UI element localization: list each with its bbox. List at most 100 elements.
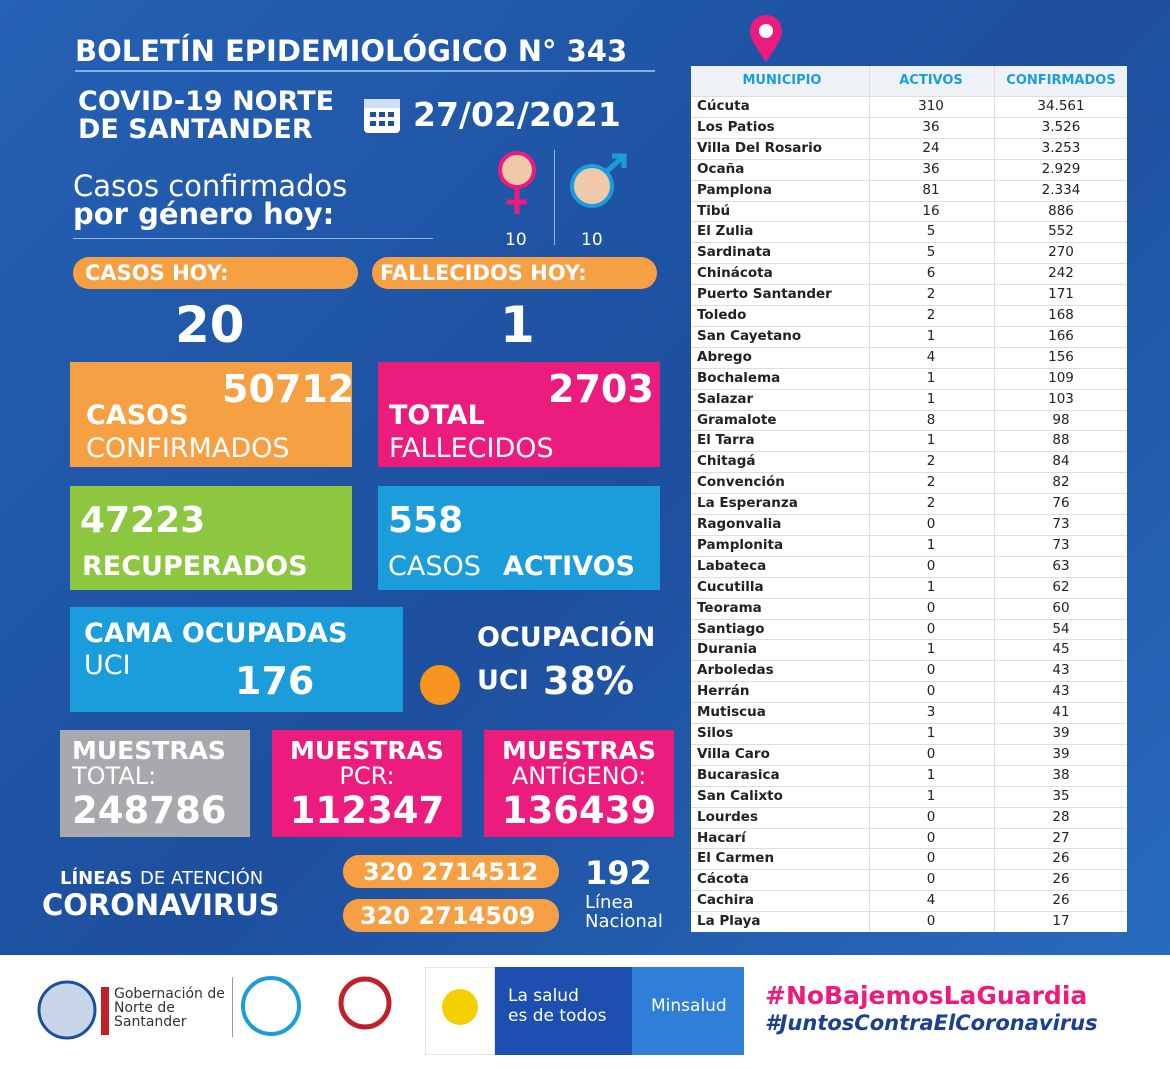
label: Santander xyxy=(114,1014,187,1030)
label: ACTIVOS xyxy=(503,551,635,582)
table-cell: La Esperanza xyxy=(697,495,798,512)
table-cell: 54 xyxy=(1052,620,1070,637)
table-cell: 2 xyxy=(926,286,936,303)
table: MUNICIPIO ACTIVOS CONFIRMADOS Cúcuta 310 34.5… xyxy=(691,66,1127,932)
table-cell: 3.253 xyxy=(1041,139,1081,156)
table-cell: 26 xyxy=(1052,850,1070,867)
row-divider xyxy=(691,242,1127,244)
card xyxy=(70,607,403,712)
national-line[interactable]: 192 xyxy=(585,854,652,892)
row-divider xyxy=(691,681,1127,683)
table-cell: Villa Del Rosario xyxy=(697,139,822,156)
table-cell: 0 xyxy=(926,808,936,825)
gender-label: Casos confirmados xyxy=(73,169,348,203)
row-divider xyxy=(691,785,1127,787)
logo xyxy=(37,980,109,1040)
table-cell: 4 xyxy=(926,892,936,909)
row-divider xyxy=(691,158,1127,160)
date: 27/02/2021 xyxy=(413,95,621,134)
table-cell: 2.334 xyxy=(1041,181,1081,198)
table-cell: 39 xyxy=(1052,725,1070,741)
pill xyxy=(343,899,559,932)
value: 136439 xyxy=(501,789,657,832)
table-cell: 5 xyxy=(926,223,936,240)
indicator xyxy=(420,665,460,705)
card xyxy=(378,362,660,467)
table-cell: 0 xyxy=(926,620,936,637)
table-cell: 3.526 xyxy=(1041,118,1081,135)
pill xyxy=(372,257,657,289)
column-header: CONFIRMADOS xyxy=(1006,73,1116,88)
label: LÍNEAS xyxy=(60,868,133,889)
label: MUESTRAS xyxy=(72,736,226,765)
card xyxy=(70,486,352,590)
table-cell: 1 xyxy=(926,641,936,658)
table-cell: Puerto Santander xyxy=(697,286,832,303)
table-cell: Toledo xyxy=(697,307,747,323)
table-cell: Cucutilla xyxy=(697,578,764,595)
row-divider xyxy=(691,388,1127,390)
label: UCI xyxy=(84,650,131,681)
table-cell: Villa Caro xyxy=(697,745,770,762)
table-cell: 36 xyxy=(922,160,940,177)
row-divider xyxy=(691,284,1127,286)
table-cell: Pamplona xyxy=(697,181,772,198)
table-cell: Lourdes xyxy=(697,808,759,825)
table-cell: Durania xyxy=(697,641,757,658)
table-cell: 3 xyxy=(926,704,936,721)
table-cell: Tibú xyxy=(697,202,731,219)
row-divider xyxy=(691,890,1127,892)
table-cell: Chinácota xyxy=(697,265,773,282)
table-cell: 63 xyxy=(1052,557,1070,574)
table-cell: 41 xyxy=(1052,704,1070,721)
arrow xyxy=(73,238,433,239)
label: CAMA OCUPADAS xyxy=(84,618,348,649)
row-divider xyxy=(691,200,1127,202)
table-cell: Silos xyxy=(697,725,734,741)
calendar-icon xyxy=(364,99,400,133)
table-cell: Ragonvalia xyxy=(697,516,782,532)
row-divider xyxy=(691,576,1127,578)
pin-icon xyxy=(750,15,782,62)
phone[interactable]: 320 2714512 xyxy=(363,858,539,886)
table-cell: 60 xyxy=(1052,599,1070,616)
table-cell: 43 xyxy=(1052,683,1070,700)
row-divider xyxy=(691,827,1127,829)
row-divider xyxy=(691,660,1127,662)
table-cell: 43 xyxy=(1052,662,1070,679)
table-cell: 45 xyxy=(1052,641,1070,658)
table-cell: 1 xyxy=(926,327,936,344)
row-divider xyxy=(691,346,1127,348)
table-cell: 2 xyxy=(926,307,936,323)
card xyxy=(272,730,462,837)
row-divider xyxy=(691,179,1127,181)
row-divider xyxy=(691,534,1127,536)
table-cell: 2 xyxy=(926,474,936,491)
table-cell: El Carmen xyxy=(697,850,775,867)
label: La salud xyxy=(508,986,579,1006)
banner xyxy=(495,967,632,1055)
table-cell: 34.561 xyxy=(1037,98,1085,114)
table-cell: Gramalote xyxy=(697,411,777,428)
table-cell: Cachira xyxy=(697,892,755,909)
divider xyxy=(232,977,233,1037)
logo xyxy=(425,967,495,1055)
divider xyxy=(554,150,555,245)
table-cell: 38 xyxy=(1052,766,1070,783)
phone[interactable]: 320 2714509 xyxy=(360,902,536,930)
table-cell: 39 xyxy=(1052,745,1070,762)
table-cell: 0 xyxy=(926,871,936,888)
value: 176 xyxy=(235,659,315,703)
row-divider xyxy=(691,514,1127,515)
banner xyxy=(632,967,744,1055)
row-divider xyxy=(691,618,1127,620)
card xyxy=(70,362,352,467)
table-cell: Salazar xyxy=(697,390,754,407)
table-cell: Convención xyxy=(697,474,785,491)
gender-label: por género hoy: xyxy=(73,197,335,231)
card xyxy=(484,730,674,837)
table-cell: El Zulia xyxy=(697,223,754,240)
row-divider xyxy=(691,472,1127,474)
row-divider xyxy=(691,221,1127,223)
table-cell: 1 xyxy=(926,432,936,449)
